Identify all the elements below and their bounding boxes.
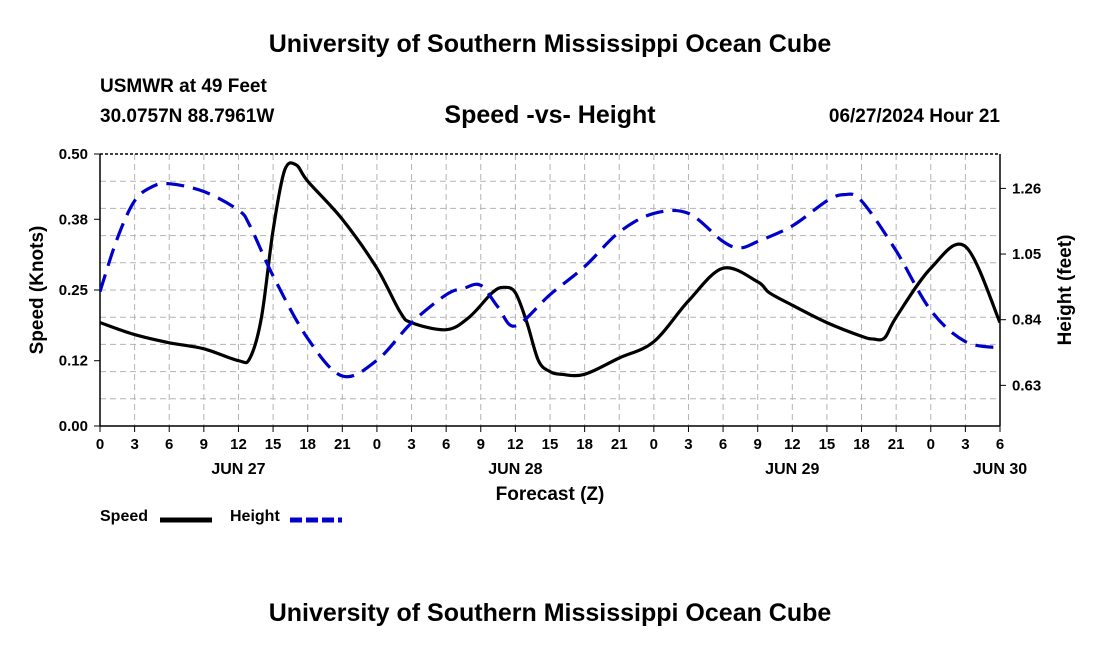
- x-tick-label: 3: [130, 436, 138, 453]
- x-tick-label: 9: [754, 436, 762, 453]
- x-tick-label: 18: [299, 436, 316, 453]
- y2-tick-label: 0.84: [1012, 312, 1042, 329]
- x-tick-label: 6: [719, 436, 727, 453]
- y-axis-label: Speed (Knots): [27, 226, 48, 355]
- x-tick-label: 3: [407, 436, 415, 453]
- legend-height-label: Height: [230, 508, 280, 525]
- y2-axis-label: Height (feet): [1055, 235, 1076, 346]
- legend-speed-label: Speed: [100, 508, 149, 525]
- y-tick-label: 0.00: [59, 418, 88, 435]
- x-tick-label: 6: [442, 436, 450, 453]
- footer-title: University of Southern Mississippi Ocean…: [268, 599, 832, 627]
- x-tick-label: 9: [477, 436, 485, 453]
- x-tick-label: 18: [576, 436, 593, 453]
- x-tick-label: 6: [165, 436, 173, 453]
- station-coordinates: 30.0757N 88.7961W: [100, 106, 275, 127]
- series-line-height: [100, 181, 1000, 379]
- date-label: JUN 30: [973, 461, 1027, 478]
- y2-tick-label: 1.26: [1012, 180, 1041, 197]
- x-axis-label: Forecast (Z): [496, 484, 605, 505]
- x-tick-label: 15: [819, 436, 836, 453]
- x-tick-label: 12: [507, 436, 524, 453]
- x-tick-label: 0: [650, 436, 658, 453]
- y2-tick-label: 1.05: [1012, 246, 1041, 263]
- page-title: University of Southern Mississippi Ocean…: [268, 30, 832, 58]
- x-tick-label: 15: [265, 436, 282, 453]
- x-tick-label: 12: [230, 436, 247, 453]
- speed-height-chart: 0 3 6 9 12 15 18 21 0 3 6 9 12 15 18 21 0 3 6 9 12 15 18 21 0 3 6 J…: [27, 146, 1076, 505]
- y-tick-label: 0.38: [59, 211, 88, 228]
- date-label: JUN 28: [488, 461, 542, 478]
- x-tick-label: 0: [927, 436, 935, 453]
- forecast-timestamp: 06/27/2024 Hour 21: [828, 106, 1000, 127]
- legend-height-swatch: [290, 517, 342, 523]
- date-label: JUN 27: [211, 461, 265, 478]
- chart-title: Speed -vs- Height: [444, 101, 656, 129]
- legend-speed-swatch: [160, 517, 212, 523]
- y-tick-label: 0.50: [59, 146, 88, 163]
- station-label: USMWR at 49 Feet: [100, 76, 267, 97]
- x-tick-label: 21: [888, 436, 905, 453]
- x-tick-label: 6: [996, 436, 1004, 453]
- x-tick-label: 21: [611, 436, 628, 453]
- x-tick-label: 3: [684, 436, 692, 453]
- series-line-speed: [100, 161, 1000, 378]
- x-tick-label: 21: [334, 436, 351, 453]
- date-label: JUN 29: [765, 461, 819, 478]
- x-tick-label: 3: [961, 436, 969, 453]
- x-tick-label: 12: [784, 436, 801, 453]
- x-tick-label: 0: [373, 436, 381, 453]
- y-tick-label: 0.12: [59, 353, 88, 370]
- y2-tick-label: 0.63: [1012, 377, 1041, 394]
- x-tick-label: 0: [96, 436, 104, 453]
- y-tick-label: 0.25: [59, 282, 88, 299]
- x-tick-label: 18: [853, 436, 870, 453]
- x-tick-label: 15: [542, 436, 559, 453]
- x-tick-label: 9: [200, 436, 208, 453]
